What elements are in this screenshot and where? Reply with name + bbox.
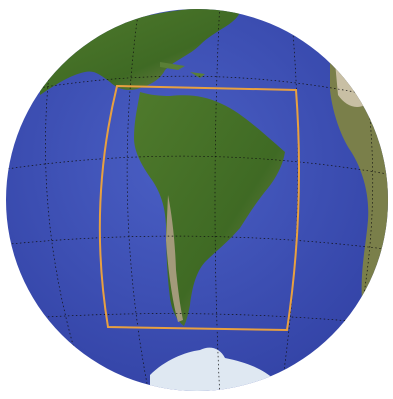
- meridian: [45, 9, 91, 391]
- parallel: [6, 313, 388, 326]
- parallel: [6, 235, 388, 251]
- andes: [166, 195, 183, 322]
- caribbean: [160, 62, 205, 78]
- parallel: [6, 155, 388, 176]
- meridian: [126, 9, 151, 391]
- north-america: [40, 9, 240, 95]
- parallel: [6, 75, 388, 101]
- domain-box: [98, 84, 300, 332]
- meridian: [214, 9, 221, 391]
- meridian: [279, 9, 299, 391]
